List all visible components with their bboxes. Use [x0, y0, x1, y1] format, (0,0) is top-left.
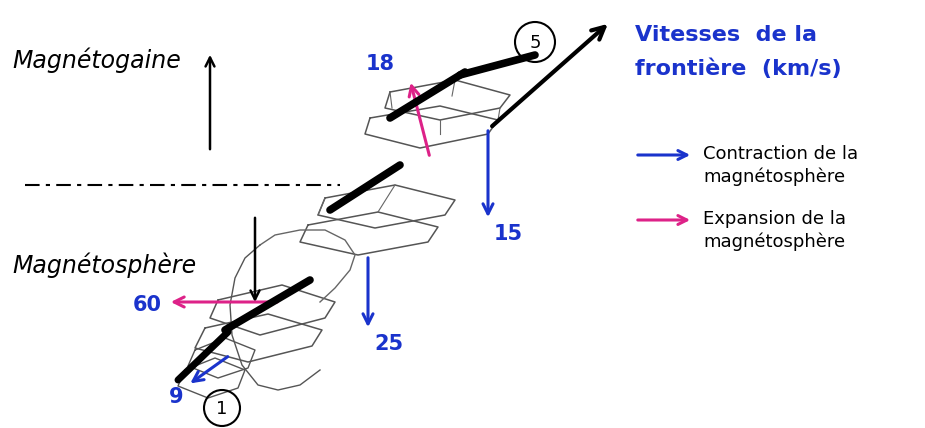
Text: Vitesses  de la: Vitesses de la: [635, 25, 817, 45]
Text: magnétosphère: magnétosphère: [703, 232, 845, 250]
Text: magnétosphère: magnétosphère: [703, 167, 845, 185]
Text: 60: 60: [133, 295, 162, 315]
Text: Contraction de la: Contraction de la: [703, 145, 858, 163]
Text: 9: 9: [169, 387, 184, 407]
Text: frontière  (km/s): frontière (km/s): [635, 58, 842, 78]
Text: Magnétosphère: Magnétosphère: [12, 252, 196, 278]
Text: 15: 15: [494, 224, 524, 244]
Text: Magnétogaine: Magnétogaine: [12, 47, 180, 73]
Text: 25: 25: [374, 334, 403, 354]
Text: 1: 1: [216, 400, 228, 418]
Text: 5: 5: [529, 34, 541, 52]
Text: 18: 18: [366, 54, 395, 74]
Text: Expansion de la: Expansion de la: [703, 210, 846, 228]
